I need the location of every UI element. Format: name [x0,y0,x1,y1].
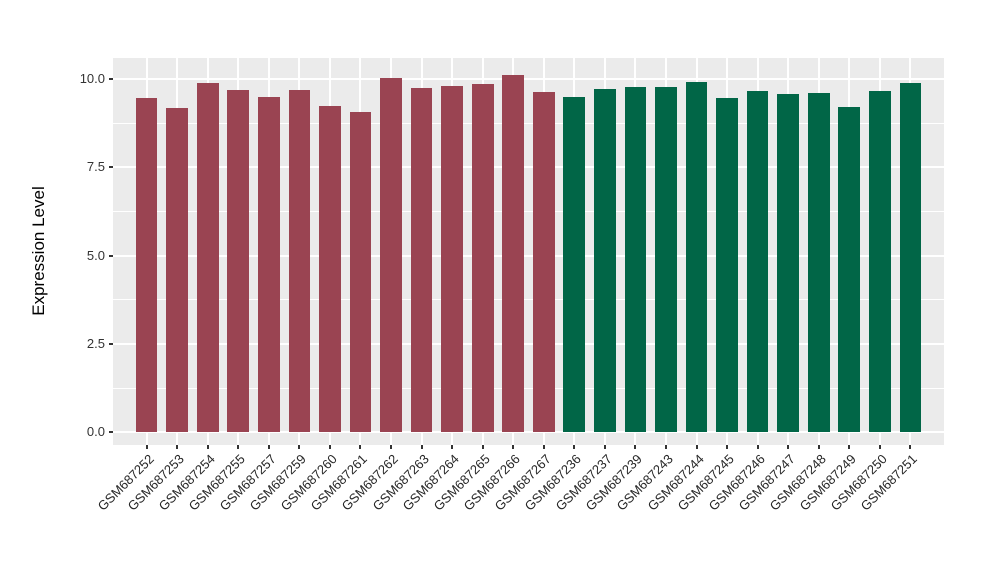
gridline-minor [113,299,944,301]
bar-GSM687262 [380,78,402,433]
x-tick-mark [237,445,240,449]
gridline-minor [113,387,944,389]
y-tick-label: 5.0 [86,247,105,263]
x-tick-mark [787,445,790,449]
gridline-major [113,166,944,169]
x-tick-mark [145,445,148,449]
bar-GSM687239 [624,86,647,433]
bar-GSM687265 [471,83,494,433]
x-tick-mark [267,445,270,449]
plot-panel [113,58,944,445]
gridline-minor [113,122,944,124]
bar-GSM687237 [594,89,616,433]
bar-GSM687246 [746,90,769,433]
gridline-major [113,77,944,80]
x-tick-mark [817,445,820,449]
bar-GSM687243 [655,87,677,433]
gridline-major [113,431,944,434]
x-tick-mark [848,445,851,449]
y-tick-mark [109,254,113,257]
y-tick-label: 2.5 [86,335,105,351]
x-tick-mark [512,445,515,449]
x-tick-mark [573,445,576,449]
bar-GSM687259 [288,90,311,433]
bar-GSM687267 [532,91,555,433]
bar-GSM687255 [227,89,250,433]
x-tick-mark [390,445,393,449]
x-tick-mark [420,445,423,449]
x-tick-mark [664,445,667,449]
y-tick-label: 0.0 [86,424,105,440]
x-tick-mark [298,445,301,449]
gridline-minor [113,210,944,212]
x-tick-mark [878,445,881,449]
bar-GSM687249 [838,107,861,433]
y-tick-label: 10.0 [79,70,105,86]
y-tick-mark [109,166,113,169]
bar-GSM687254 [196,82,219,433]
x-tick-mark [542,445,545,449]
bar-GSM687247 [777,94,800,433]
bar-GSM687257 [257,97,280,433]
bar-GSM687251 [899,82,922,433]
x-tick-mark [328,445,331,449]
bar-GSM687253 [166,107,188,433]
x-tick-mark [451,445,454,449]
x-tick-mark [634,445,637,449]
bar-GSM687263 [410,88,433,433]
x-tick-mark [726,445,729,449]
bar-GSM687252 [135,98,158,433]
bar-GSM687236 [563,96,586,433]
y-tick-mark [109,431,113,434]
x-tick-mark [359,445,362,449]
gridline-major [113,254,944,257]
gridline-major [113,342,944,345]
x-tick-mark [909,445,912,449]
x-tick-mark [695,445,698,449]
x-tick-mark [206,445,209,449]
y-tick-mark [109,77,113,80]
bar-GSM687266 [502,74,525,433]
x-tick-mark [756,445,759,449]
x-tick-mark [176,445,179,449]
bar-GSM687248 [807,92,830,433]
bar-GSM687245 [716,97,738,433]
bar-GSM687250 [868,90,891,433]
bar-GSM687260 [319,106,341,433]
y-tick-label: 7.5 [86,159,105,175]
bar-GSM687244 [685,81,708,433]
x-tick-mark [603,445,606,449]
bar-GSM687261 [349,111,372,433]
bar-GSM687264 [441,85,463,433]
x-tick-mark [481,445,484,449]
y-tick-mark [109,342,113,345]
